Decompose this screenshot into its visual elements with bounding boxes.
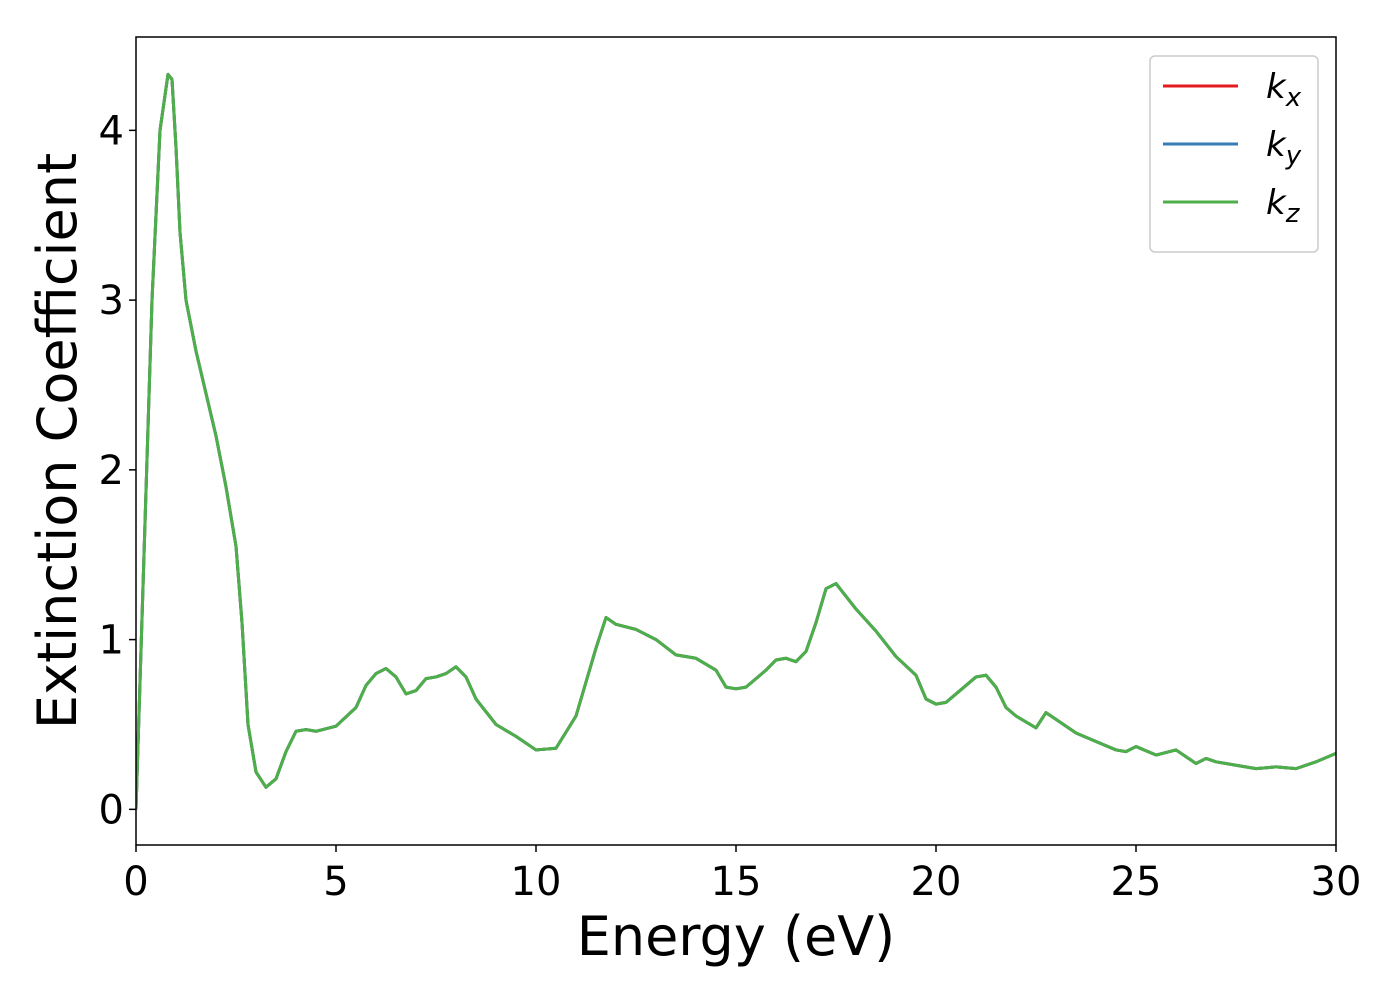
x-tick-label: 25 xyxy=(1111,859,1162,905)
legend-label: kz xyxy=(1266,183,1301,229)
legend-label: ky xyxy=(1266,125,1302,171)
legend-label: kx xyxy=(1266,67,1302,113)
y-tick-label: 2 xyxy=(99,448,124,494)
data-line xyxy=(136,72,1336,810)
x-tick-label: 0 xyxy=(123,859,148,905)
x-tick-label: 20 xyxy=(911,859,962,905)
y-tick-label: 4 xyxy=(99,108,124,154)
plot-frame xyxy=(135,36,1337,846)
y-tick-label: 3 xyxy=(99,278,124,324)
y-tick-label: 0 xyxy=(99,787,124,833)
x-axis-label: Energy (eV) xyxy=(577,905,896,968)
x-tick-label: 10 xyxy=(511,859,562,905)
x-tick-label: 5 xyxy=(323,859,348,905)
x-tick-label: 15 xyxy=(711,859,762,905)
y-axis-label: Extinction Coefficient xyxy=(26,153,89,729)
y-tick-label: 1 xyxy=(99,618,124,664)
x-tick-label: 30 xyxy=(1311,859,1362,905)
